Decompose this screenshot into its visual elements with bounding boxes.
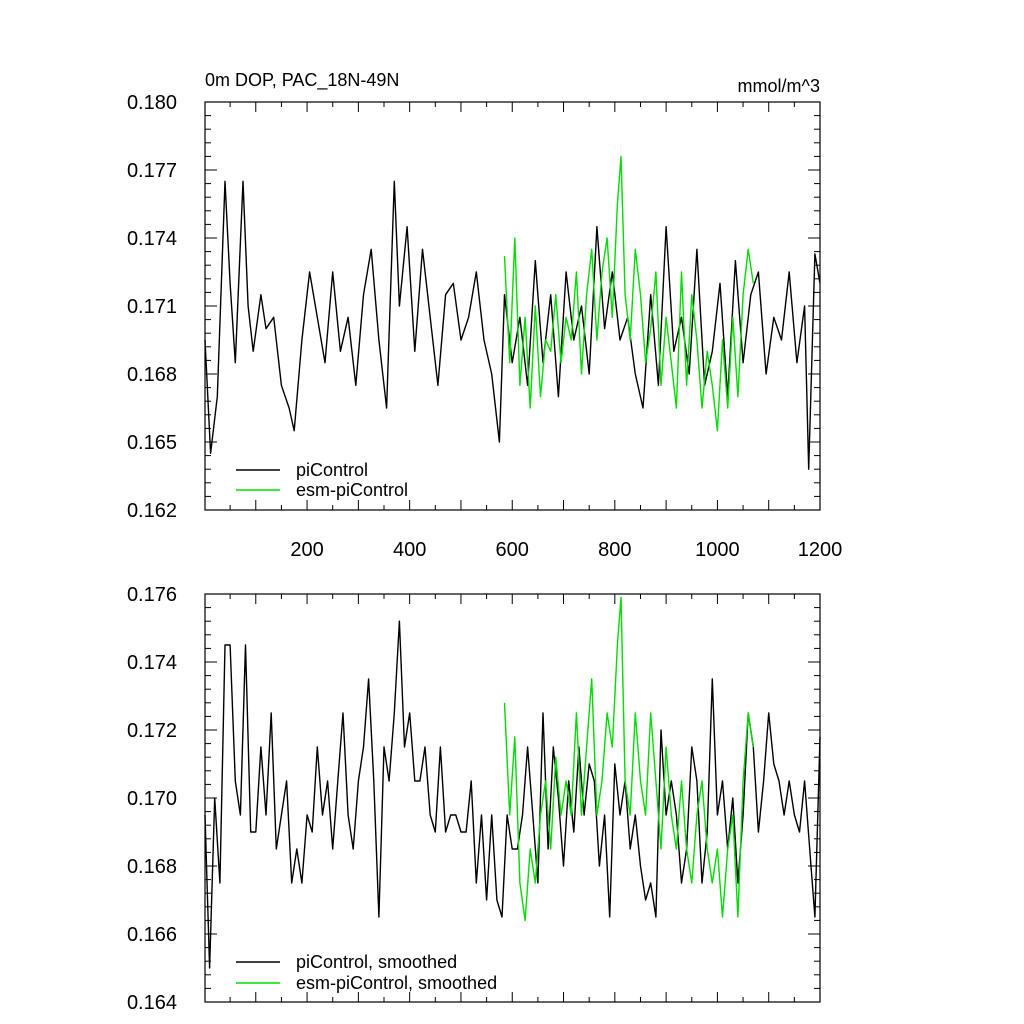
bottom-series-picontrol-smoothed: [204, 620, 821, 969]
bottom-y-tick-label: 0.170: [127, 788, 177, 810]
legend-label-esm-picontrol: esm-piControl: [296, 480, 408, 500]
top-y-tick-label: 0.177: [127, 160, 177, 182]
top-series-esm-picontrol: [503, 155, 754, 432]
top-y-tick-label: 0.162: [127, 500, 177, 522]
top-x-tick-label: 400: [393, 539, 426, 561]
top-y-tick-label: 0.171: [127, 296, 177, 318]
top-x-tick-label: 1000: [695, 539, 740, 561]
top-x-tick-label: 600: [496, 539, 529, 561]
units-label: mmol/m^3: [738, 76, 820, 96]
top-x-tick-label: 800: [598, 539, 631, 561]
bottom-plot-frame: [204, 593, 821, 1003]
legend-label-esm-picontrol-smoothed: esm-piControl, smoothed: [296, 973, 497, 993]
bottom-y-tick-label: 0.164: [127, 992, 177, 1014]
top-panel: 0m DOP, PAC_18N-49N mmol/m^3 0.1620.1650…: [127, 70, 842, 561]
bottom-series-esm-picontrol-smoothed: [503, 596, 754, 922]
top-y-axis-labels: 0.162 0.165 0.168 0.171 0.174 0.177 0.180: [127, 92, 177, 522]
top-legend: piControl esm-piControl: [236, 460, 408, 500]
bottom-series-group: [204, 596, 821, 969]
top-plot-frame: [204, 101, 821, 511]
top-y-tick-label: 0.168: [127, 364, 177, 386]
top-y-tick-label: 0.174: [127, 228, 177, 250]
bottom-y-tick-label: 0.174: [127, 652, 177, 674]
top-axis-ticks: [205, 101, 821, 511]
bottom-y-tick-label: 0.176: [127, 584, 177, 606]
bottom-y-axis-labels: 0.164 0.166 0.168 0.170 0.172 0.174 0.176: [127, 584, 177, 1014]
top-y-tick-label: 0.165: [127, 432, 177, 454]
legend-label-picontrol: piControl: [296, 460, 368, 480]
top-x-tick-label: 1200: [798, 539, 843, 561]
bottom-y-tick-label: 0.168: [127, 856, 177, 878]
bottom-legend: piControl, smoothed esm-piControl, smoot…: [236, 952, 497, 993]
bottom-axis-ticks: [205, 593, 821, 1003]
top-x-axis-labels: 200 400 600 800 1000 1200: [290, 539, 842, 561]
bottom-panel: 0.164 0.166 0.168 0.170 0.172 0.174 0.176 piCo…: [127, 584, 821, 1014]
bottom-y-tick-label: 0.172: [127, 720, 177, 742]
legend-label-picontrol-smoothed: piControl, smoothed: [296, 952, 457, 972]
top-series-picontrol: [204, 180, 821, 470]
chart-title: 0m DOP, PAC_18N-49N: [205, 70, 399, 91]
bottom-y-tick-label: 0.166: [127, 924, 177, 946]
top-x-tick-label: 200: [290, 539, 323, 561]
top-series-group: [204, 155, 821, 470]
top-y-tick-label: 0.180: [127, 92, 177, 114]
